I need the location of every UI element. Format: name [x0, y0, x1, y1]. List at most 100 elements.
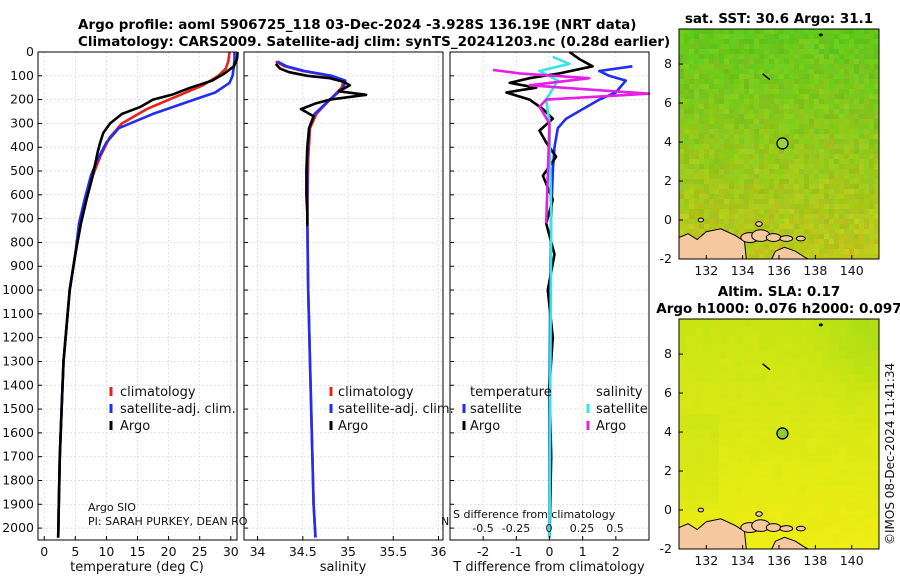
map-cell [874, 114, 879, 120]
map-cell [819, 244, 825, 250]
map-cell [869, 29, 875, 35]
map-cell [744, 129, 750, 135]
map-cell [739, 194, 745, 200]
map-cell [839, 406, 848, 415]
map-cell [687, 358, 696, 368]
map-cell [679, 169, 685, 175]
map-cell [789, 169, 795, 175]
map-cell [679, 159, 685, 165]
map-cell [719, 59, 725, 65]
map-cell [814, 204, 820, 210]
map-cell [735, 469, 744, 479]
map-cell [703, 358, 712, 368]
map-cell [695, 398, 704, 407]
map-cell [789, 34, 795, 40]
map-cell [824, 244, 830, 250]
map-cell [799, 119, 805, 125]
map-cell [859, 234, 865, 240]
map-cell [694, 134, 700, 140]
map-cell [759, 189, 765, 195]
map-cell [874, 234, 879, 240]
map-cell [727, 445, 736, 455]
map-cell [744, 169, 750, 175]
map-cell [783, 437, 792, 447]
map-cell [834, 89, 840, 95]
map-cell [711, 461, 720, 471]
map-cell [859, 89, 865, 95]
legend-satellite-label: satellite-adj. clim. [120, 402, 236, 417]
map-cell [869, 89, 875, 95]
map-cell [739, 34, 745, 40]
map-cell [754, 129, 760, 135]
map-cell [739, 229, 745, 235]
map-cell [754, 249, 760, 255]
map-cell [799, 501, 808, 510]
x-tick-label: 25 [192, 544, 208, 559]
map-cell [809, 94, 815, 100]
map-cell [764, 134, 770, 140]
map-cell [689, 159, 695, 165]
map-cell [804, 119, 810, 125]
map-cell [759, 469, 768, 479]
island [697, 507, 705, 513]
x-tick-label: 10 [98, 544, 114, 559]
map-cell [829, 59, 835, 65]
map-cell [839, 445, 848, 455]
map-cell [849, 234, 855, 240]
map-cell [799, 109, 805, 115]
map-cell [687, 319, 696, 328]
map-cell [695, 358, 704, 368]
map-cell [774, 84, 780, 90]
map-cell [804, 174, 810, 180]
map-cell [709, 159, 715, 165]
map-cell [869, 94, 875, 100]
map-cell [719, 414, 728, 423]
map-cell [729, 99, 735, 105]
map-cell [759, 29, 765, 35]
map-cell [799, 174, 805, 180]
map-cell [729, 169, 735, 175]
map-cell [809, 64, 815, 70]
map-cell [759, 374, 768, 384]
map-cell [799, 154, 805, 160]
map-cell [839, 214, 845, 220]
map-cell [694, 164, 700, 170]
map-cell [847, 406, 856, 415]
map-cell [849, 64, 855, 70]
map-cell [783, 477, 792, 487]
map-cell [743, 366, 752, 376]
map-cell [847, 525, 856, 534]
map-cell [804, 44, 810, 50]
map-cell [869, 154, 875, 160]
map-cell [684, 164, 690, 170]
map-cell [735, 509, 744, 518]
map-cell [749, 144, 755, 150]
map-cell [719, 493, 728, 503]
map-cell [839, 374, 848, 384]
map-cell [749, 89, 755, 95]
map-cell [769, 194, 775, 200]
map-cell [854, 164, 860, 170]
map-cell [854, 94, 860, 100]
map-cell [714, 194, 720, 200]
map-cell [794, 229, 800, 235]
map-cell [694, 174, 700, 180]
map-cell [869, 129, 875, 135]
map-cell [784, 79, 790, 85]
map-cell [724, 49, 730, 55]
map-cell [849, 209, 855, 215]
map-cell [751, 334, 760, 344]
map-cell [799, 366, 808, 376]
map-cell [779, 209, 785, 215]
map-cell [814, 89, 820, 95]
map-cell [704, 129, 710, 135]
map-cell [694, 49, 700, 55]
map-cell [819, 169, 825, 175]
map-cell [874, 149, 879, 155]
map-cell [689, 199, 695, 205]
map-cell [695, 390, 704, 399]
map-cell [863, 358, 872, 368]
map-cell [679, 34, 685, 40]
map-cell [809, 39, 815, 45]
map-cell [739, 209, 745, 215]
